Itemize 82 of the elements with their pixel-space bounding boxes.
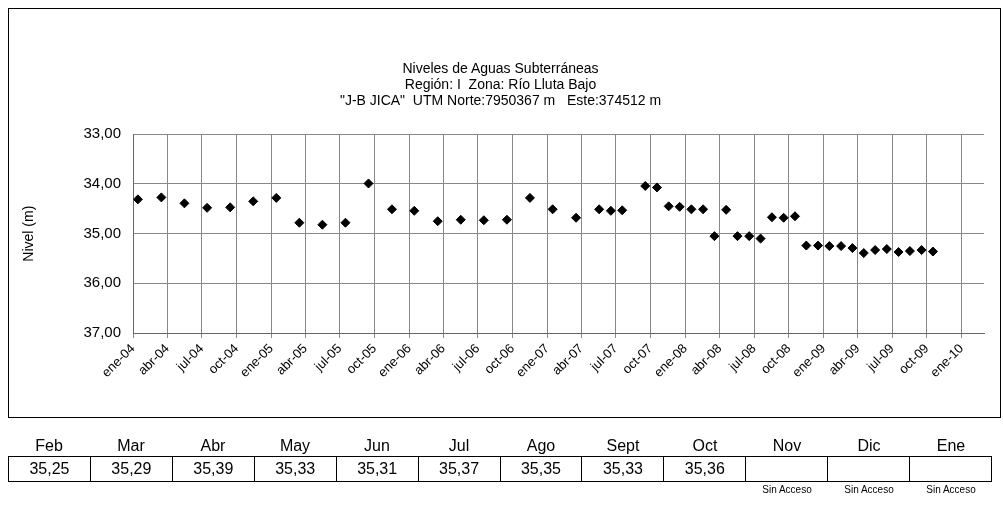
point [294,217,305,228]
point [686,204,697,215]
point [386,204,397,215]
category-label: Mar [116,436,146,456]
text: Sin Acceso [926,484,976,495]
point [363,178,374,189]
point [651,182,662,193]
point [698,204,709,215]
point [617,205,628,216]
point [605,205,616,216]
point [778,212,789,223]
point [271,192,282,203]
text: Niveles de Aguas Subterráneas [402,59,599,76]
point [813,240,824,251]
text: 35,36 [684,460,725,477]
point [478,215,489,226]
point [766,212,777,223]
point [721,204,732,215]
category-label: Dic [856,436,882,456]
point [248,196,259,207]
point [709,231,720,242]
y-tick-label: 34,00 [83,174,121,192]
point [674,201,685,212]
point [916,245,927,256]
point [156,192,167,203]
point [858,248,869,259]
point [836,241,847,252]
point [340,217,351,228]
text: Sin Acceso [762,484,812,495]
point [524,192,535,203]
text: 35,37 [439,460,480,477]
y-tick-label: 33,00 [83,124,121,142]
text: 35,35 [520,460,562,477]
point [847,243,858,254]
text: 35,29 [111,460,152,477]
y-axis-title: Nivel (m) [20,205,37,262]
point [904,246,915,257]
point [789,211,800,222]
point [547,204,558,215]
point [133,194,143,205]
point [870,245,881,256]
text: 35,33 [602,460,643,477]
point [202,202,213,213]
point [824,241,835,252]
category-label: Nov [771,436,803,456]
category-label: Jul [447,436,471,456]
point [640,180,651,191]
point [409,205,420,216]
point [455,214,466,225]
point [594,204,605,215]
point [501,214,512,225]
point [571,212,582,223]
point [732,231,743,242]
text: "J-B JICA" UTM Norte:7950367 m Este:374512 m [339,92,662,109]
text: 35,25 [29,460,70,477]
point [317,219,328,230]
point [755,233,766,244]
text: Sin Acceso [844,484,894,495]
point [881,244,892,255]
point [225,202,236,213]
category-label: Jun [363,436,391,456]
point [179,198,190,209]
point [801,240,812,251]
text: 35,39 [193,460,234,477]
category-label: Ene [935,436,967,456]
y-tick-label: 36,00 [83,273,121,291]
point [927,246,938,257]
y-tick-label: 37,00 [83,323,121,341]
text: Región: I Zona: Río Lluta Bajo [404,76,597,93]
y-tick-label: 35,00 [83,223,121,241]
category-label: May [278,436,312,456]
category-label: Oct [691,436,719,456]
text: 35,31 [357,460,398,477]
point [432,216,443,227]
text: 35,33 [275,460,316,477]
category-label: Feb [34,436,64,456]
category-label: Sept [605,436,641,456]
point [663,201,674,212]
point [893,247,904,258]
category-label: Abr [199,436,227,456]
category-label: Ago [525,436,557,456]
point [744,231,755,242]
